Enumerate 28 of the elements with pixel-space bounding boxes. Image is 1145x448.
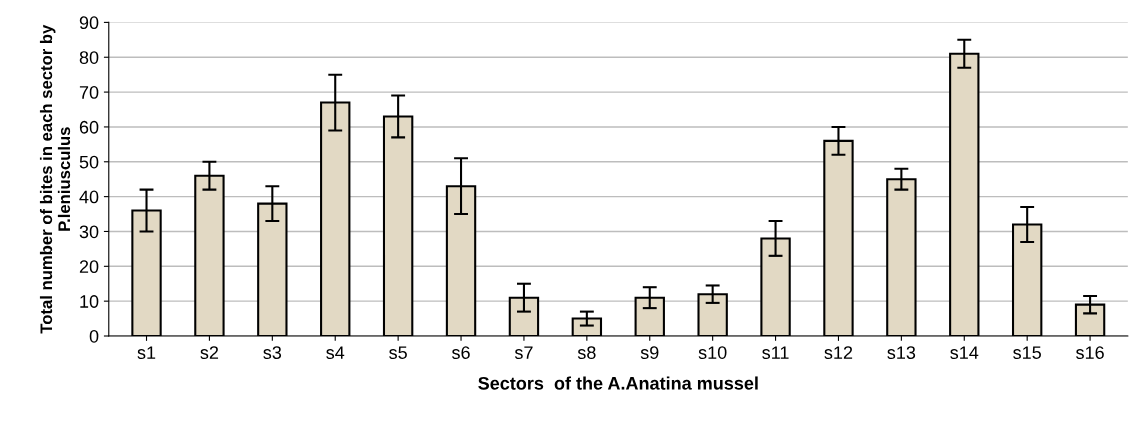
x-tick-label: s7 [514,346,533,359]
y-axis-title: Total number of bites in each sector by P.leniusculus [39,24,71,334]
x-tick-label: s16 [1076,346,1104,359]
x-tick-label: s12 [824,346,853,359]
y-tick-label: 10 [80,295,99,308]
x-axis-title: Sectors of the A.Anatina mussel [478,376,758,390]
x-tick-label: s14 [950,346,979,359]
x-tick-label: s11 [762,346,789,359]
y-tick-label: 20 [79,260,99,274]
x-tick-label: s9 [640,346,659,359]
y-tick-label: 40 [79,190,99,204]
x-tick-label: s2 [200,346,219,359]
x-tick-label: s13 [887,346,916,359]
x-tick-label: s6 [452,346,470,359]
y-tick-label: 70 [79,86,99,99]
x-tick-label: s4 [326,346,345,359]
y-tick-label: 60 [79,120,99,134]
y-tick-label: 30 [79,225,99,239]
x-tick-label: s10 [698,346,727,359]
x-tick-label: s1 [137,346,156,359]
x-tick-label: s5 [389,346,407,359]
x-tick-label: s3 [263,346,282,359]
x-tick-label: s15 [1013,346,1041,359]
x-tick-label: s8 [577,346,596,359]
y-tick-label: 0 [89,329,99,343]
y-tick-label: 50 [79,155,99,169]
y-tick-label: 90 [79,16,99,30]
y-tick-label: 80 [79,51,99,64]
